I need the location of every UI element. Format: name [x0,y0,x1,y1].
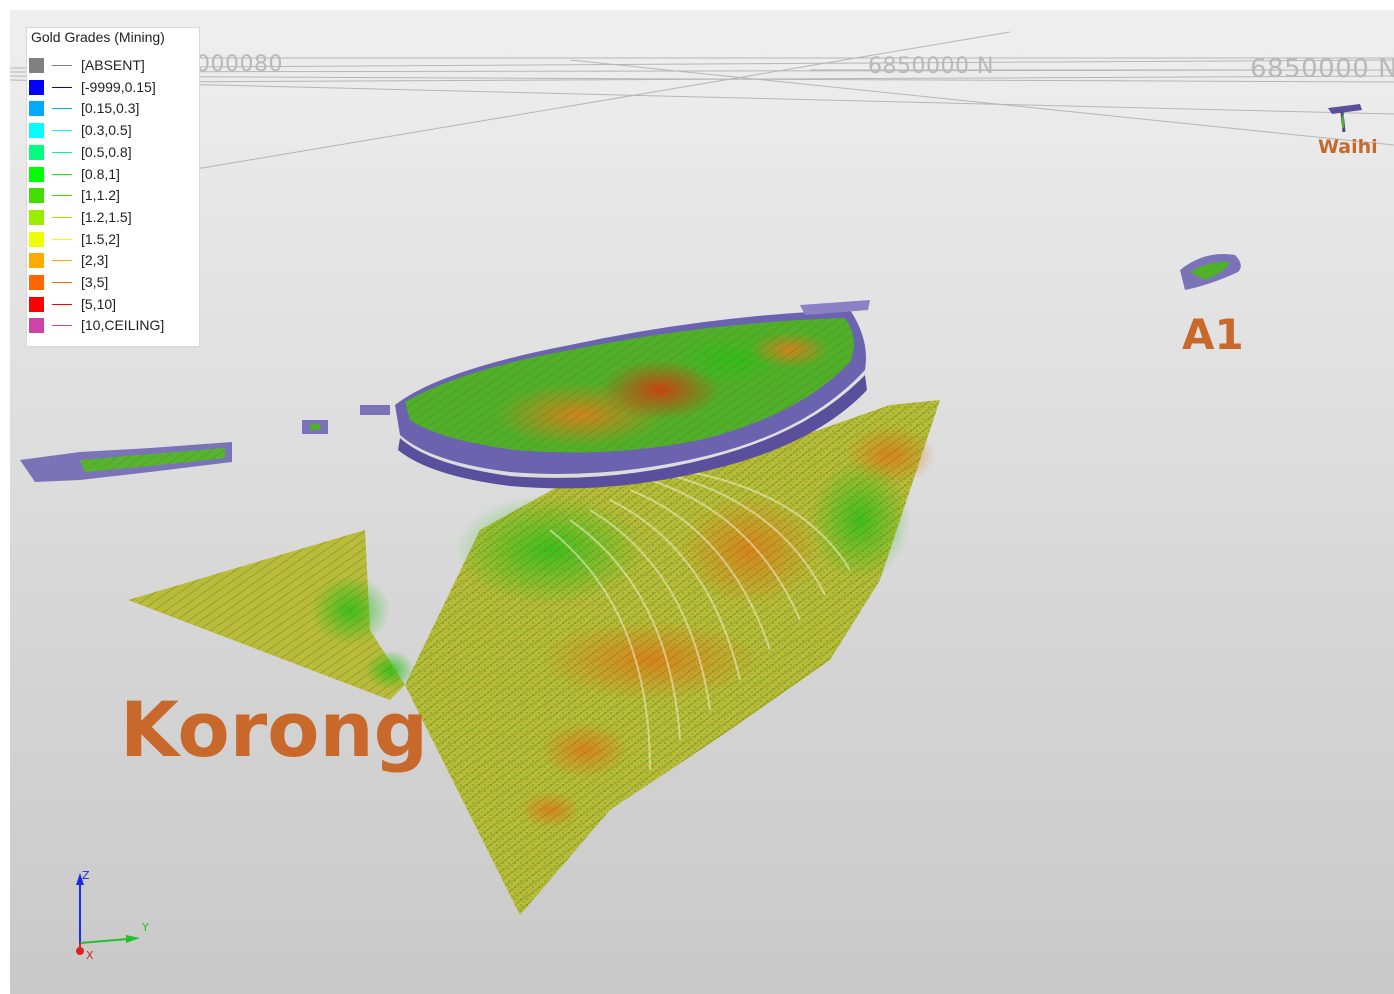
legend-item: [3,5] [29,273,197,291]
legend-label: [0.15,0.3] [81,100,140,117]
legend-item: [ABSENT] [29,56,197,74]
legend-item: [10,CEILING] [29,316,197,334]
korong-orebody [128,400,940,915]
legend-label: [2,3] [81,252,109,269]
legend-label: [1.2,1.5] [81,208,132,225]
legend-swatch [29,296,44,312]
legend-item: [1.2,1.5] [29,208,197,226]
legend-label: [-9999,0.15] [81,78,156,95]
3d-viewport[interactable]: 000080 6850000 N 6850000 N Korong A1 Wai… [10,10,1394,994]
legend-swatch [29,188,44,204]
legend-line [52,260,72,262]
legend-swatch [29,231,44,247]
legend-label: [5,10] [81,295,117,312]
legend-line [52,173,72,175]
legend-line [52,282,72,283]
grid-lines [10,31,1394,171]
grid-label-left: 000080 [196,52,283,77]
legend-item: [0.5,0.8] [29,143,197,161]
legend-line [52,86,72,88]
legend-label: [0.5,0.8] [81,143,132,160]
legend-swatch [29,166,44,182]
grade-legend: Gold Grades (Mining) [ABSENT] [-9999,0.15… [26,27,200,347]
waihi-label: Waihi [1318,136,1378,158]
axis-y-label: Y [141,921,149,934]
legend-line [52,325,72,327]
legend-line [52,65,72,66]
a1-label: A1 [1182,310,1244,359]
left-orebody [20,442,232,482]
legend-label: [0.3,0.5] [81,122,132,139]
legend-item: [0.3,0.5] [29,121,197,139]
legend-item: [1.5,2] [29,230,197,248]
legend-label: [1,1.2] [81,187,120,204]
legend-swatch [29,123,44,139]
korong-label: Korong [120,685,428,774]
legend-swatch [29,209,44,225]
legend-label: [0.8,1] [81,165,120,182]
legend-item: [-9999,0.15] [29,78,197,96]
legend-item: [0.15,0.3] [29,99,197,117]
axis-x-label: X [86,949,94,962]
legend-line [52,108,72,110]
legend-swatch [29,318,44,334]
axis-z-label: Z [82,869,90,882]
legend-line [52,238,72,240]
legend-label: [ABSENT] [81,57,145,73]
legend-swatch [29,144,44,160]
legend-swatch [29,275,44,290]
legend-item: [1,1.2] [29,186,197,204]
legend-item: [2,3] [29,251,197,269]
legend-label: [1.5,2] [81,230,120,247]
legend-swatch [29,58,44,73]
legend-title: Gold Grades (Mining) [31,29,165,45]
legend-swatch [29,253,44,269]
legend-item: [5,10] [29,295,197,313]
waihi-orebody [1328,104,1362,133]
grid-label-right: 6850000 N [1250,54,1394,84]
legend-item: [0.8,1] [29,165,197,183]
legend-line [52,151,72,153]
legend-line [52,303,72,305]
upper-orebody [302,300,870,489]
legend-swatch [29,79,44,95]
legend-swatch [29,101,44,117]
3d-scene [10,31,1394,915]
a1-orebody [1180,254,1241,290]
legend-line [52,216,72,218]
legend-label: [3,5] [81,274,109,290]
legend-label: [10,CEILING] [81,317,165,334]
legend-line [52,195,72,197]
grid-label-middle: 6850000 N [868,54,994,79]
legend-line [52,130,72,132]
axis-triad[interactable]: Z Y X [66,865,166,965]
